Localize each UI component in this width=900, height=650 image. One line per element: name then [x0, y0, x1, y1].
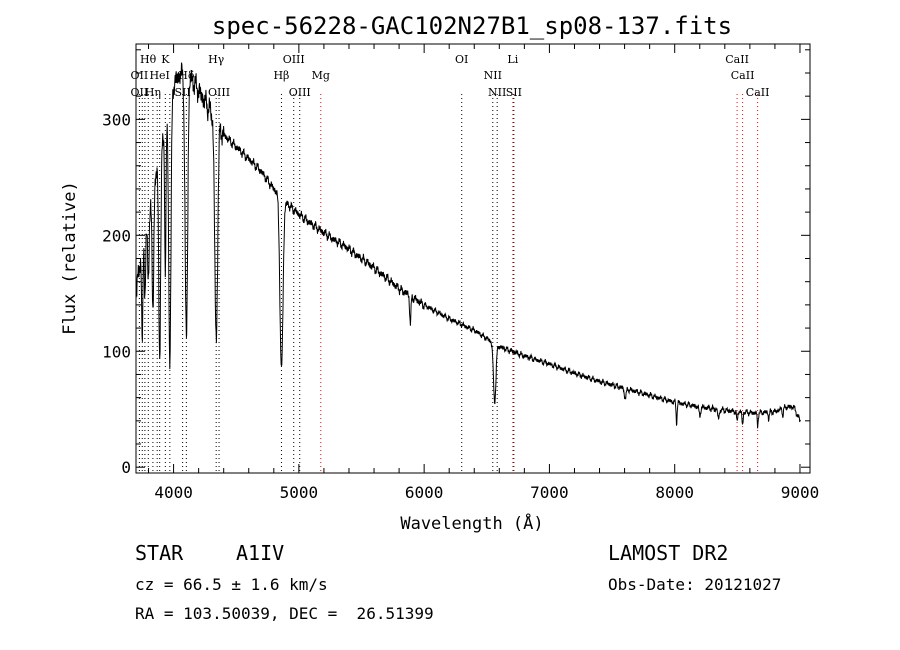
line-label: OII — [131, 69, 149, 82]
x-axis-label: Wavelength (Å) — [400, 512, 543, 534]
x-tick-label: 4000 — [154, 483, 193, 502]
line-label: Li — [507, 53, 518, 66]
line-label: Hβ — [273, 69, 289, 82]
y-tick-label: 0 — [121, 458, 131, 477]
line-label: Hη — [145, 86, 161, 99]
spectral-subclass: A1IV — [236, 541, 285, 565]
line-label: Hθ — [140, 53, 157, 66]
y-tick-label: 100 — [102, 342, 131, 361]
y-tick-label: 200 — [102, 226, 131, 245]
coordinates: RA = 103.50039, DEC = 26.51399 — [135, 604, 434, 623]
line-label: OIII — [208, 86, 230, 99]
line-label: OII — [131, 86, 149, 99]
x-tick-label: 9000 — [781, 483, 820, 502]
y-tick-label: 300 — [102, 110, 131, 129]
line-label: HeI — [149, 69, 169, 82]
object-type: STAR — [135, 541, 184, 565]
line-label: CaII — [725, 53, 749, 66]
observation-date: Obs-Date: 20121027 — [608, 575, 782, 594]
plot-frame — [135, 43, 811, 474]
line-label: NII — [488, 86, 506, 99]
line-label: OI — [455, 53, 468, 66]
spectrum-line — [135, 62, 801, 429]
line-label: NII — [484, 69, 502, 82]
redshift-value: cz = 66.5 ± 1.6 km/s — [135, 575, 328, 594]
chart-title: spec-56228-GAC102N27B1_sp08-137.fits — [212, 12, 732, 40]
x-tick-label: 5000 — [280, 483, 319, 502]
x-tick-label: 6000 — [405, 483, 444, 502]
line-markers — [138, 94, 759, 473]
line-label: K — [161, 53, 170, 66]
line-label: Mg — [312, 69, 330, 82]
axes: 4000 5000 6000 7000 8000 9000 0 100 200 300 — [102, 44, 819, 502]
x-tick-label: 8000 — [655, 483, 694, 502]
survey-name: LAMOST DR2 — [608, 541, 729, 565]
line-label: Hγ — [208, 53, 225, 66]
line-label: OIII — [289, 86, 311, 99]
y-axis-label: Flux (relative) — [60, 181, 80, 335]
line-label: SII — [174, 86, 190, 99]
line-label: OIII — [283, 53, 305, 66]
line-label: SII — [506, 86, 522, 99]
line-label: CaII — [746, 86, 770, 99]
line-label: CaII — [731, 69, 755, 82]
x-tick-label: 7000 — [530, 483, 569, 502]
